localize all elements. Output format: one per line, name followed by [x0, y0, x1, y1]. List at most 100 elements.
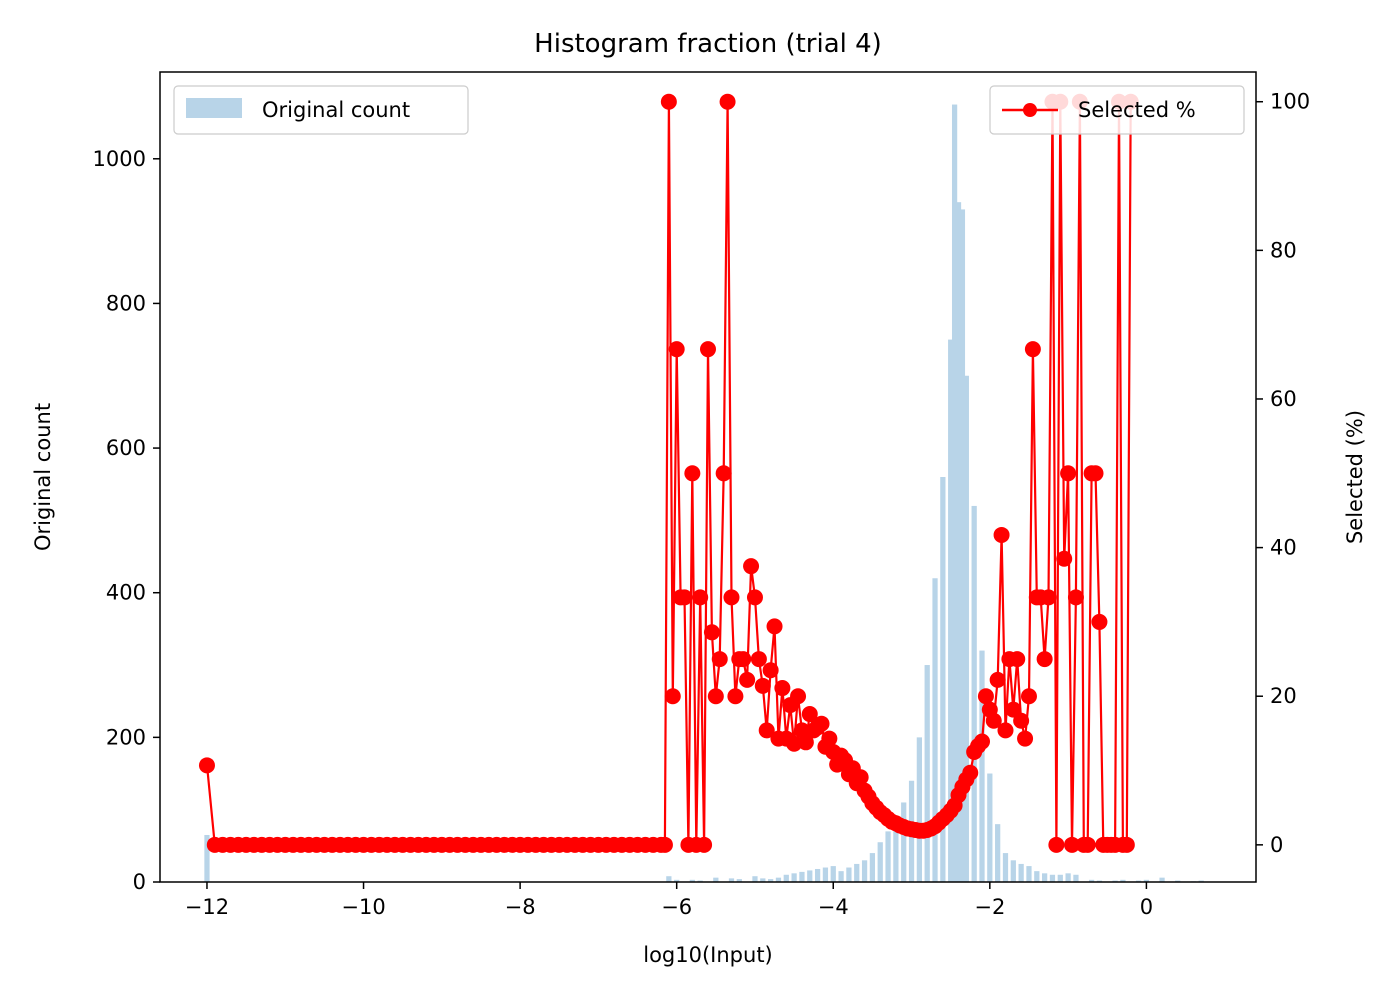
histogram-bar	[1002, 853, 1009, 882]
selected-point	[696, 836, 713, 853]
histogram-bar	[1143, 879, 1150, 882]
histogram-bar	[791, 873, 797, 882]
x-tick-label: −4	[818, 895, 849, 919]
y-left-axis-label: Original count	[31, 403, 55, 551]
y-right-tick-label: 40	[1270, 536, 1297, 560]
selected-point	[1087, 465, 1104, 482]
histogram-bar	[1026, 866, 1032, 882]
histogram-bar	[979, 650, 985, 882]
selected-point	[762, 662, 779, 679]
histogram-bar	[1159, 877, 1165, 882]
histogram-bar	[987, 773, 993, 882]
selected-point	[1005, 701, 1022, 718]
selected-point	[962, 764, 979, 781]
histogram-bar	[932, 578, 938, 882]
y-left-tick-label: 0	[133, 870, 146, 894]
selected-point	[715, 465, 732, 482]
selected-point	[1056, 550, 1073, 567]
y-left-tick-label: 1000	[93, 147, 146, 171]
histogram-bar	[885, 831, 891, 882]
x-axis: −12 −10 −8 −6 −4 −2 0	[185, 882, 1153, 919]
selected-point	[711, 651, 728, 668]
histogram-bar	[736, 879, 742, 882]
histogram-bar	[948, 339, 954, 882]
y-left-tick-label: 600	[106, 436, 146, 460]
histogram-bar	[955, 202, 962, 882]
selected-point	[1060, 465, 1077, 482]
histogram-bar	[830, 866, 836, 882]
selected-point	[1067, 589, 1084, 606]
histogram-bar	[869, 853, 876, 882]
histogram-bar	[846, 867, 852, 882]
selected-point	[1036, 651, 1053, 668]
histogram-bar	[861, 860, 868, 882]
histogram-bar	[1042, 873, 1048, 882]
selected-point	[664, 688, 681, 705]
histogram-bar	[971, 505, 977, 882]
histogram-bar	[807, 870, 813, 882]
histogram-bar	[995, 824, 1001, 882]
y-right-tick-label: 60	[1270, 387, 1297, 411]
plot-frame	[159, 71, 1257, 883]
x-tick-label: −6	[661, 895, 692, 919]
legend-right-label: Selected %	[1078, 98, 1196, 122]
histogram-bar	[940, 477, 946, 882]
x-tick-label: −8	[505, 895, 536, 919]
histogram-bar	[713, 877, 719, 882]
selected-point	[700, 341, 716, 358]
y-right-axis: 0 20 40 60 80 100	[1256, 90, 1310, 857]
selected-point	[786, 735, 803, 752]
selected-point	[668, 341, 685, 358]
selected-point	[703, 624, 720, 641]
y-left-axis: 0 200 400 600 800 1000	[93, 147, 160, 894]
selected-point	[1118, 836, 1135, 853]
histogram-bar	[893, 816, 899, 882]
histogram-bar	[1010, 860, 1016, 882]
histogram-bar	[916, 737, 922, 882]
x-tick-label: −2	[974, 895, 1005, 919]
selected-point	[1009, 651, 1026, 668]
histogram-bar	[689, 879, 695, 882]
histogram-bar	[1073, 874, 1079, 882]
x-tick-label: −10	[341, 895, 385, 919]
histogram-bar	[1034, 871, 1040, 882]
histogram-bar	[1088, 879, 1095, 882]
selected-point	[813, 715, 830, 732]
histogram-bar	[963, 375, 969, 882]
histogram-bar	[1065, 873, 1071, 882]
selected-point	[790, 688, 807, 705]
histogram-bar	[775, 877, 782, 882]
selected-point	[743, 558, 760, 575]
selected-point	[723, 589, 740, 606]
selected-point	[977, 688, 994, 705]
selected-point	[1020, 688, 1037, 705]
selected-point	[656, 836, 673, 853]
histogram-bar	[752, 876, 758, 882]
selected-point	[801, 706, 818, 723]
selected-point	[1064, 836, 1081, 853]
selected-point	[754, 677, 771, 694]
selected-point	[198, 757, 215, 774]
histogram-bar	[1120, 879, 1126, 882]
selected-point	[1048, 836, 1065, 853]
histogram-bar	[760, 878, 766, 882]
legend-right: Selected %	[989, 85, 1245, 135]
y-left-tick-label: 800	[106, 291, 146, 315]
histogram-bar	[924, 665, 930, 882]
histogram-bar	[814, 868, 821, 882]
histogram-bar	[783, 874, 789, 882]
selected-point	[766, 618, 783, 635]
selected-point	[997, 722, 1014, 739]
histogram-bar	[799, 871, 805, 882]
histogram-bar	[951, 104, 958, 883]
selected-point	[1017, 730, 1034, 747]
histogram-bar	[768, 879, 774, 882]
y-right-tick-label: 80	[1270, 238, 1297, 262]
histogram-bar	[838, 871, 844, 882]
chart-title: Histogram fraction (trial 4)	[534, 29, 882, 59]
histogram-bar	[854, 863, 860, 882]
y-left-tick-label: 200	[106, 725, 146, 749]
selected-point	[985, 712, 1002, 729]
